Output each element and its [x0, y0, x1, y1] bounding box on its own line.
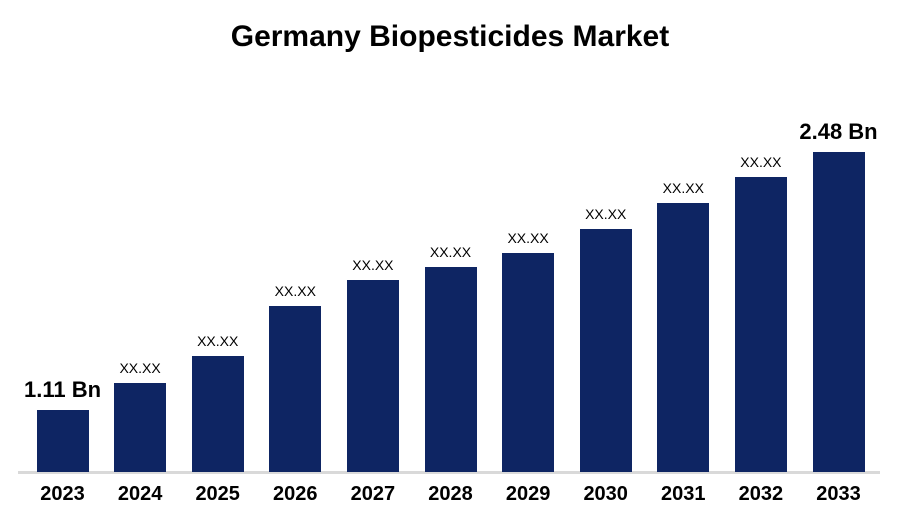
x-axis-label: 2024	[117, 483, 163, 505]
bar-value-label: XX.XX	[662, 180, 704, 196]
bar	[191, 356, 244, 472]
bar	[812, 152, 865, 472]
bar-value-label: XX.XX	[585, 206, 627, 222]
x-axis-line	[18, 471, 880, 474]
bar-value-label: XX.XX	[119, 360, 161, 376]
bar-value-label: XX.XX	[352, 257, 394, 273]
bar	[346, 280, 399, 472]
bar-value-label: 1.11 Bn	[23, 377, 102, 402]
bar	[579, 229, 632, 472]
bar	[424, 267, 477, 472]
bar	[502, 253, 555, 472]
x-axis-label: 2028	[428, 483, 473, 505]
bar	[36, 410, 89, 472]
x-axis-label: 2031	[661, 483, 706, 505]
x-axis-label: 2023	[40, 483, 85, 505]
x-axis-label: 2030	[583, 483, 628, 505]
bar	[657, 203, 710, 472]
chart-title: Germany Biopesticides Market	[230, 20, 670, 53]
bar-value-label: XX.XX	[274, 283, 316, 299]
bar-value-label: 2.48 Bn	[799, 119, 878, 144]
bar-value-label: XX.XX	[740, 154, 782, 170]
bar-value-label: XX.XX	[197, 333, 239, 349]
bar-value-label: XX.XX	[429, 244, 472, 260]
x-axis-label: 2025	[195, 483, 240, 505]
x-axis-label: 2033	[816, 483, 861, 505]
x-axis-label: 2032	[738, 483, 784, 505]
bar	[269, 306, 322, 472]
x-axis-label: 2026	[273, 483, 318, 505]
x-axis-label: 2029	[505, 483, 551, 505]
bar	[114, 383, 167, 472]
x-axis-label: 2027	[350, 483, 396, 505]
bar	[734, 177, 787, 472]
bar-value-label: XX.XX	[507, 230, 549, 246]
